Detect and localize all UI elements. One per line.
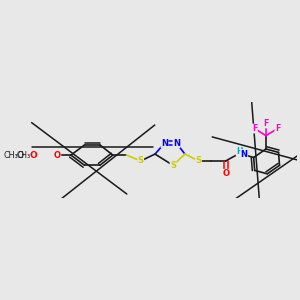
Text: CH₃: CH₃ (17, 151, 31, 160)
Text: methoxy: methoxy (34, 144, 94, 158)
Text: S: S (138, 156, 144, 165)
Text: CH₃O: CH₃O (4, 151, 25, 160)
Text: N: N (241, 150, 248, 159)
Text: S: S (196, 156, 202, 165)
Text: N: N (161, 139, 168, 148)
Text: H: H (236, 147, 243, 156)
Text: N: N (173, 139, 180, 148)
Text: methoxy: methoxy (35, 143, 96, 158)
Text: F: F (275, 124, 280, 133)
Text: O: O (30, 151, 38, 160)
Text: S: S (170, 161, 176, 170)
Text: O: O (54, 151, 61, 160)
Text: F: F (263, 119, 268, 128)
Text: O: O (222, 169, 229, 178)
Text: F: F (252, 124, 257, 133)
